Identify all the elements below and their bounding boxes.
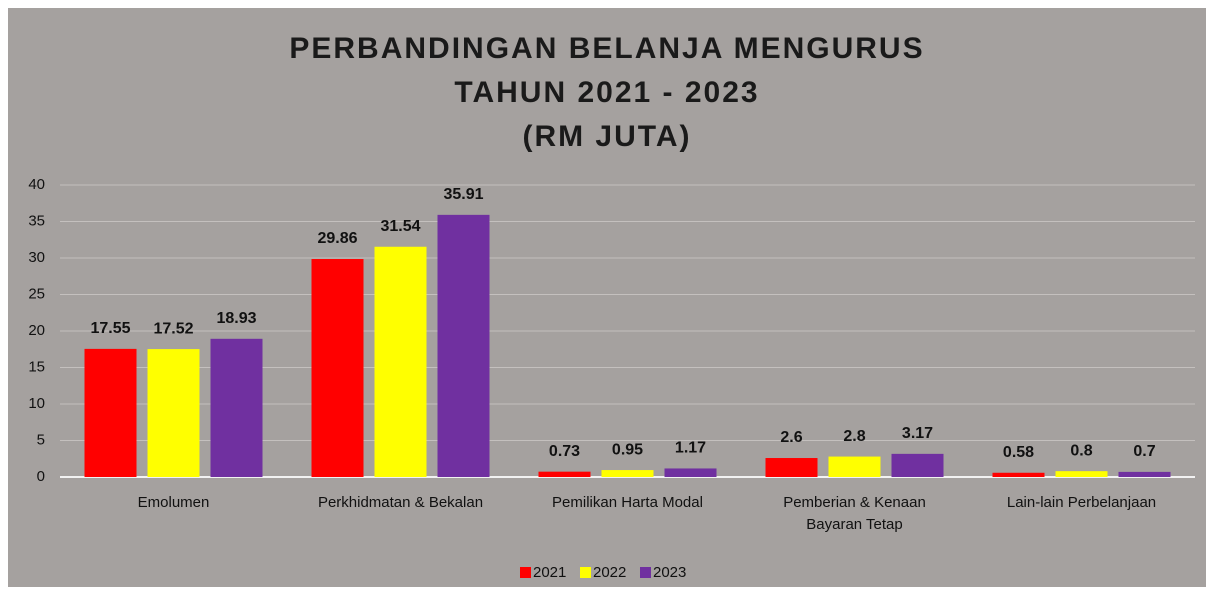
y-tick-label: 0 — [37, 468, 45, 485]
y-tick-label: 40 — [28, 176, 45, 193]
bar — [1118, 471, 1171, 477]
bar — [84, 348, 137, 477]
bar — [992, 472, 1045, 477]
y-tick-label: 10 — [28, 395, 45, 412]
bar — [538, 471, 591, 477]
y-tick-label: 30 — [28, 249, 45, 266]
bar — [828, 456, 881, 477]
data-label: 0.7 — [1133, 443, 1155, 460]
data-label: 0.58 — [1003, 444, 1034, 461]
data-label: 2.6 — [780, 429, 802, 446]
y-tick-label: 25 — [28, 285, 45, 302]
bar — [311, 259, 364, 477]
bar — [601, 470, 654, 477]
data-label: 1.17 — [675, 440, 706, 457]
bar — [1055, 471, 1108, 477]
data-label: 2.8 — [843, 428, 865, 445]
x-tick-label: Emolumen — [137, 494, 210, 511]
data-label: 3.17 — [902, 425, 933, 442]
data-label: 0.8 — [1070, 442, 1092, 459]
bar — [147, 349, 200, 477]
y-tick-label: 20 — [28, 322, 45, 339]
bar — [437, 214, 490, 477]
y-tick-label: 15 — [28, 358, 45, 375]
y-tick-label: 5 — [37, 431, 45, 448]
x-tick-label: Pemilikan Harta Modal — [552, 494, 703, 511]
legend-label: 2022 — [593, 564, 626, 581]
data-label: 31.54 — [380, 218, 420, 235]
chart-title: (RM JUTA) — [522, 120, 691, 153]
chart-title: TAHUN 2021 - 2023 — [454, 76, 759, 109]
chart-background — [8, 8, 1206, 587]
legend-label: 2023 — [653, 564, 686, 581]
data-label: 0.73 — [549, 443, 580, 460]
data-label: 17.52 — [153, 320, 193, 337]
legend-swatch — [580, 567, 591, 578]
legend-swatch — [640, 567, 651, 578]
data-label: 17.55 — [90, 320, 130, 337]
legend-label: 2021 — [533, 564, 566, 581]
y-tick-label: 35 — [28, 212, 45, 229]
x-tick-label: Pemberian & Kenaan Bayaran Tetap — [783, 494, 926, 533]
data-label: 29.86 — [317, 230, 357, 247]
x-tick-label: Perkhidmatan & Bekalan — [317, 494, 484, 511]
x-tick-label: Lain-lain Perbelanjaan — [1006, 494, 1157, 511]
bar — [210, 338, 263, 477]
bar — [891, 453, 944, 477]
bar — [765, 458, 818, 477]
bar — [374, 246, 427, 477]
data-label: 18.93 — [216, 310, 256, 327]
chart-title: PERBANDINGAN BELANJA MENGURUS — [289, 32, 924, 65]
data-label: 0.95 — [612, 441, 643, 458]
bar — [664, 468, 717, 477]
data-label: 35.91 — [443, 186, 483, 203]
legend-swatch — [520, 567, 531, 578]
